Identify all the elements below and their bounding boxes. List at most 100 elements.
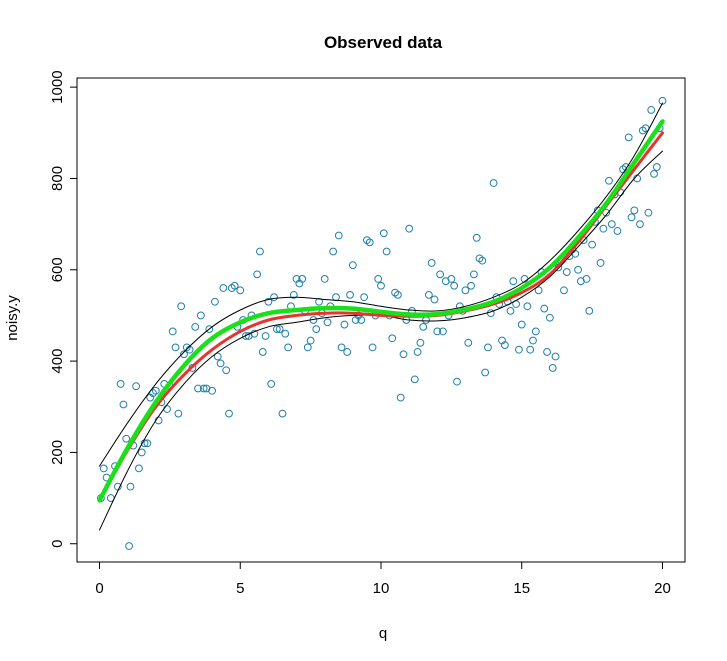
x-axis-label: q [379,625,387,642]
data-point [644,208,653,217]
data-point [171,343,180,352]
data-point [222,366,231,375]
data-point [284,343,293,352]
data-point [416,338,425,347]
data-point [241,332,250,340]
data-point [382,247,391,256]
data-point [116,380,125,388]
y-tick-label: 0 [49,540,66,548]
data-point [270,293,278,302]
data-point [132,382,141,391]
data-point [126,482,135,491]
data-point [582,275,591,283]
x-tick-label: 15 [513,580,530,597]
data-point [99,464,108,473]
y-axis-label: noisy.y [4,295,21,341]
upper-band-line [99,102,663,467]
data-point [652,163,661,171]
data-point [526,345,535,354]
data-point [180,350,188,359]
data-point [346,290,354,299]
data-point [636,220,644,229]
data-point [253,270,262,279]
data-point [332,293,340,302]
data-point [377,281,385,290]
data-point [588,240,597,249]
data-point [323,318,332,327]
data-point [272,325,281,334]
data-point [168,327,177,336]
data-point [424,290,433,299]
data-point [484,343,492,352]
data-point [500,341,509,350]
data-point [469,270,478,279]
data-point [337,343,346,352]
data-point [205,325,214,334]
data-point [627,213,636,222]
data-point [517,320,526,329]
data-point [534,286,543,295]
data-point [585,306,594,315]
data-point [374,275,383,283]
data-point [405,224,414,233]
data-point [489,179,498,187]
data-point [194,384,202,393]
data-point [163,405,171,413]
data-point [236,286,245,295]
data-point [357,316,366,324]
data-point [596,259,605,267]
data-point [613,227,622,235]
data-point [630,206,639,215]
data-point [393,290,402,299]
data-point [122,434,131,443]
data-point [605,176,613,185]
x-tick-label: 20 [654,580,671,597]
x-axis: 0 5 10 15 20 [95,561,671,597]
data-point [256,247,264,256]
data-point [119,400,128,409]
data-point [289,290,298,299]
data-point [453,377,461,386]
data-point [509,277,518,286]
data-point [551,352,560,361]
data-point [545,313,554,322]
plot-frame [76,77,686,563]
lower-band-line [99,150,663,531]
data-point [607,220,616,229]
data-point [523,302,532,311]
data-point [143,439,152,448]
data-point [230,281,239,290]
data-point [450,281,459,290]
data-point [177,302,186,311]
data-point [560,286,568,295]
data-point [258,348,267,356]
data-point [388,334,397,343]
y-tick-label: 800 [49,166,66,191]
data-point [298,275,307,283]
data-point [599,224,608,233]
data-point [368,343,377,352]
data-point [464,338,473,347]
data-point [379,229,388,238]
data-point [574,265,582,274]
y-axis: 0 200 400 600 800 1000 [49,70,78,548]
data-point [348,261,357,270]
data-point [219,284,228,292]
data-point [191,322,200,331]
data-point [548,364,557,372]
curve-lines [97,102,665,531]
data-point [306,336,315,345]
fitted-curve-line [97,119,665,503]
data-point [340,320,349,329]
data-point [303,343,312,352]
data-point [329,247,338,256]
data-point [275,325,284,334]
data-point [481,368,490,377]
data-point [250,329,259,338]
data-point [439,327,447,336]
data-point [196,311,205,320]
data-point [399,350,408,359]
data-point [315,297,323,306]
y-tick-label: 200 [49,440,66,465]
